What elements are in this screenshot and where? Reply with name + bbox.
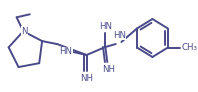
Text: N: N <box>21 27 28 36</box>
Text: HN: HN <box>99 22 112 31</box>
Text: HN: HN <box>59 47 72 56</box>
Text: NH: NH <box>102 65 115 74</box>
Text: CH₃: CH₃ <box>181 43 197 52</box>
Text: NH: NH <box>80 74 93 83</box>
Text: HN: HN <box>113 31 126 40</box>
